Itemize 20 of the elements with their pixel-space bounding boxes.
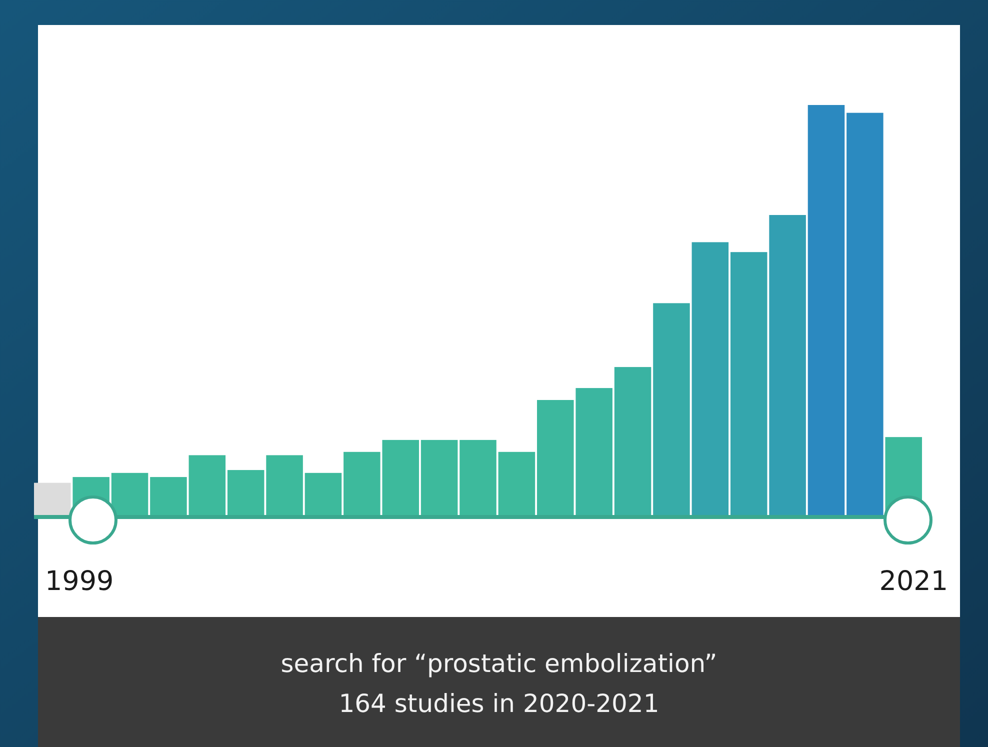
text: search for “prostatic embolization” [280,649,718,678]
bar [460,440,496,517]
text: 1999 [45,566,114,597]
bar [111,472,148,517]
bar [498,452,536,517]
bar [769,215,806,517]
bar [614,367,652,517]
bar [808,105,845,517]
bar [150,477,187,517]
bar [692,242,729,517]
bar [304,472,342,517]
bar [653,303,690,517]
bar [730,252,768,517]
text: 2021 [879,566,948,597]
bar [227,470,264,517]
bar [846,112,884,517]
bar [266,455,303,517]
bar [188,455,226,517]
text: 164 studies in 2020-2021 [338,689,660,718]
bar [420,440,458,517]
